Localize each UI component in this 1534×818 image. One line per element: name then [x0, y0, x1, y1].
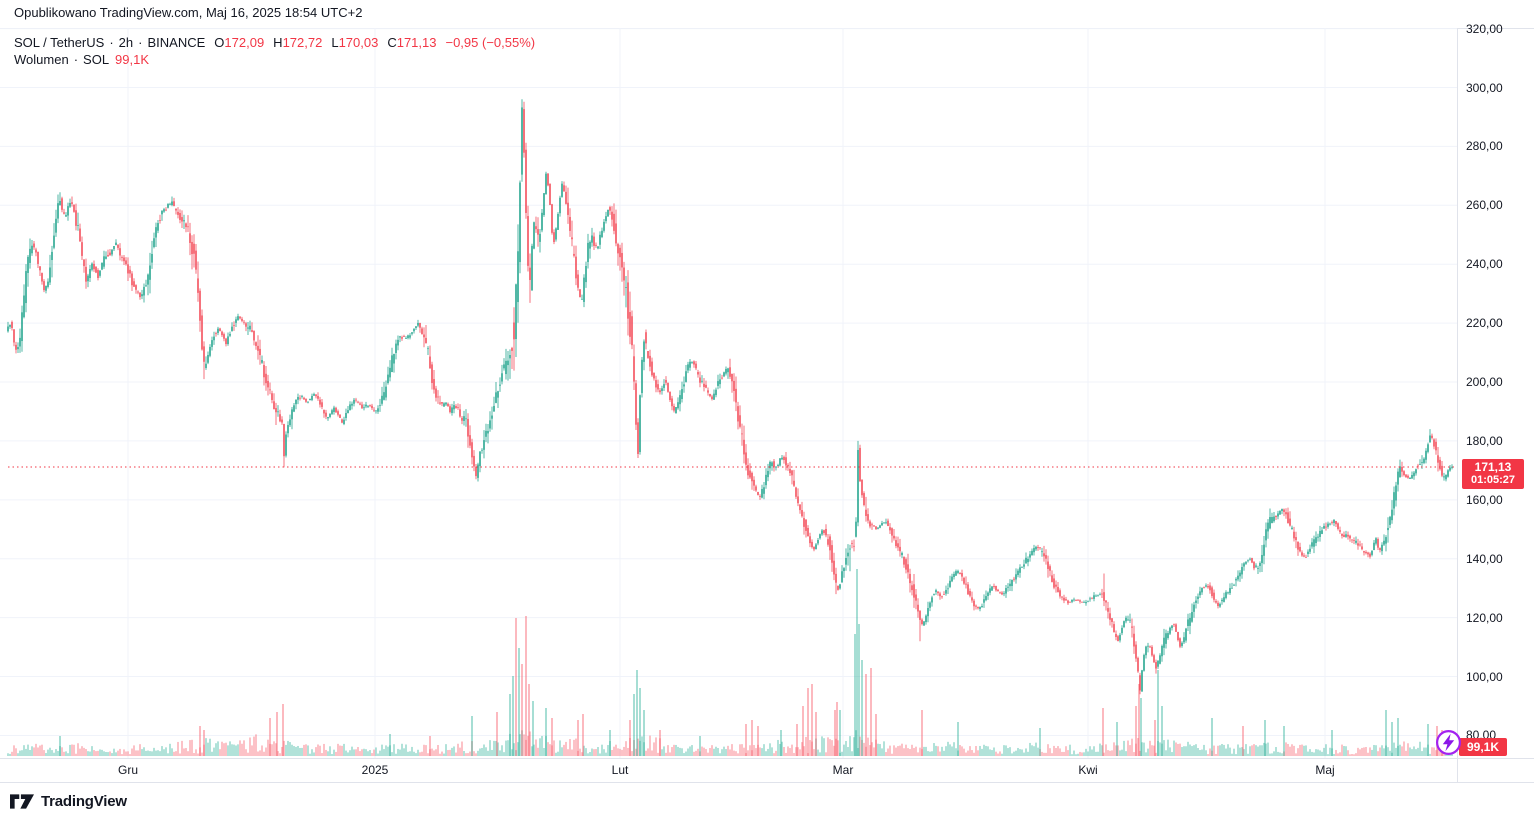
price-axis-label: 160,00 [1466, 492, 1503, 507]
legend-close-label: C [387, 35, 397, 50]
legend-open-label: O [214, 35, 225, 50]
last-price-badge: 171,13 01:05:27 [1462, 459, 1524, 490]
legend-low-value: 170,03 [338, 35, 379, 50]
price-axis-label: 240,00 [1466, 257, 1503, 272]
bar-countdown: 01:05:27 [1470, 474, 1516, 487]
legend-volume-row[interactable]: Wolumen · SOL 99,1K [14, 51, 535, 68]
price-axis-label: 220,00 [1466, 316, 1503, 331]
tradingview-wordmark: TradingView [41, 792, 127, 810]
time-axis-label: Gru [117, 763, 139, 777]
time-axis-label: 2025 [361, 763, 389, 777]
price-axis-label: 320,00 [1466, 21, 1503, 36]
time-axis-label: Mar [832, 763, 854, 777]
flash-icon [1436, 730, 1461, 755]
legend-symbol-row[interactable]: SOL / TetherUS · 2h · BINANCE O172,09 H172,72 L… [14, 34, 535, 51]
footer-brand[interactable]: TradingView [10, 790, 127, 812]
legend-separator: · [109, 35, 114, 50]
price-axis[interactable]: 320,00 300,00 280,00 260,00 240,00 220,00 200,… [1457, 22, 1534, 782]
grid-layer [0, 28, 1457, 758]
volume-badge: 99,1K [1459, 738, 1507, 756]
price-axis-label: 300,00 [1466, 80, 1503, 95]
volume-layer [7, 569, 1453, 756]
legend-volume-symbol: SOL [83, 52, 110, 67]
price-axis-label: 120,00 [1466, 610, 1503, 625]
legend-interval: 2h [118, 35, 134, 50]
tradingview-logo-icon [10, 793, 34, 809]
price-axis-label: 140,00 [1466, 551, 1503, 566]
legend-change: −0,95 (−0,55%) [445, 35, 536, 50]
legend-separator: · [73, 52, 79, 67]
price-axis-label: 180,00 [1466, 433, 1503, 448]
legend-high-value: 172,72 [282, 35, 323, 50]
time-axis-label: Lut [611, 763, 629, 777]
price-axis-label: 260,00 [1466, 198, 1503, 213]
legend-symbol: SOL / TetherUS [14, 35, 105, 50]
legend-low-label: L [331, 35, 339, 50]
price-axis-label: 200,00 [1466, 375, 1503, 390]
last-price-value: 171,13 [1474, 460, 1512, 475]
legend-volume-value: 99,1K [115, 52, 150, 67]
time-axis[interactable]: Gru 2025 Lut Mar Kwi Maj [0, 758, 1534, 783]
legend-exchange: BINANCE [147, 35, 206, 50]
price-axis-label: 280,00 [1466, 139, 1503, 154]
legend-close-value: 171,13 [396, 35, 437, 50]
publication-header: Opublikowano TradingView.com, Maj 16, 20… [14, 5, 363, 20]
legend-open-value: 172,09 [224, 35, 265, 50]
time-axis-label: Maj [1315, 763, 1335, 777]
chart-legend: SOL / TetherUS · 2h · BINANCE O172,09 H172,72 L… [14, 34, 535, 68]
legend-separator: · [138, 35, 143, 50]
time-axis-label: Kwi [1078, 763, 1098, 777]
legend-high-label: H [273, 35, 283, 50]
legend-volume-label: Wolumen [14, 52, 69, 67]
price-axis-label: 100,00 [1466, 669, 1503, 684]
candles-layer [7, 99, 1453, 695]
